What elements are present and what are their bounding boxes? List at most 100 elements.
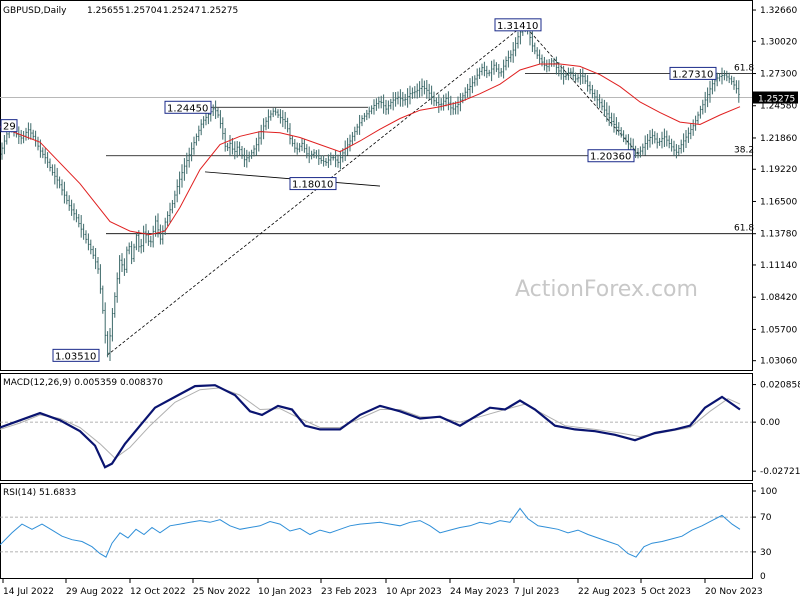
ohlc-bar bbox=[296, 142, 299, 155]
ohlc-bar bbox=[233, 141, 236, 160]
rsi-axis-label: 0 bbox=[760, 572, 766, 582]
ohlc-bar bbox=[353, 126, 356, 142]
price-callout-label: 29 bbox=[3, 122, 16, 133]
ohlc-bar bbox=[466, 83, 469, 98]
rsi-axis-label: 30 bbox=[760, 548, 772, 558]
ohlc-bar bbox=[572, 67, 575, 81]
ohlc-bar bbox=[574, 72, 577, 82]
price-callout-label: 1.24450 bbox=[167, 103, 208, 114]
ohlc-bar bbox=[430, 85, 433, 105]
price-callout-box bbox=[289, 177, 337, 191]
ohlc-bar bbox=[41, 147, 44, 159]
ohlc-bar bbox=[5, 130, 8, 145]
rsi-layer bbox=[0, 507, 752, 558]
time-axis-label: 23 Feb 2023 bbox=[321, 587, 377, 597]
ohlc-bar bbox=[433, 91, 435, 107]
ohlc-bar bbox=[118, 255, 121, 284]
ohlc-bar bbox=[349, 134, 351, 152]
ohlc-bar bbox=[236, 141, 239, 158]
ohlc-bar bbox=[721, 67, 723, 85]
ohlc-bar bbox=[389, 98, 392, 110]
price-callout-box bbox=[52, 348, 100, 362]
ohlc-bar bbox=[365, 109, 368, 121]
ohlc-bar bbox=[325, 157, 327, 166]
ohlc-bar bbox=[320, 155, 323, 164]
ohlc-bar bbox=[718, 73, 721, 82]
ohlc-bar bbox=[533, 42, 536, 55]
ohlc-bar bbox=[109, 328, 111, 361]
ohlc-bar bbox=[286, 117, 289, 133]
price-axis-label: 1.05700 bbox=[760, 325, 797, 335]
ohlc-bar bbox=[315, 150, 318, 159]
time-axis-label: 10 Jan 2023 bbox=[258, 587, 312, 597]
ohlc-bar bbox=[334, 150, 337, 168]
ohlc-bar bbox=[219, 110, 222, 129]
ohlc-bar bbox=[598, 94, 601, 109]
ohlc-bar bbox=[649, 130, 651, 148]
ohlc-bar bbox=[728, 72, 731, 84]
ohlc-bar bbox=[29, 123, 32, 140]
current-price-tag bbox=[753, 91, 798, 104]
price-bars bbox=[1, 21, 740, 361]
time-axis-label: 29 Aug 2022 bbox=[66, 587, 124, 597]
ohlc-bar bbox=[1, 142, 3, 160]
ohlc-bar bbox=[293, 138, 296, 153]
ohlc-bar bbox=[538, 49, 541, 65]
ohlc-bar bbox=[711, 78, 714, 95]
ohlc-bar bbox=[229, 134, 231, 157]
price-callout-label: 1.18010 bbox=[292, 180, 333, 191]
ohlc-bar bbox=[317, 149, 320, 165]
ohlc-bar bbox=[706, 87, 709, 108]
ohlc-bar bbox=[385, 99, 387, 115]
ohlc-bar bbox=[416, 83, 419, 99]
ohlc-bar bbox=[502, 59, 505, 79]
ohlc-bar bbox=[238, 141, 241, 156]
ohlc-readout: 1.25655 1.25704 1.25247 1.25275 bbox=[87, 6, 238, 16]
ohlc-bar bbox=[447, 91, 450, 111]
ohlc-bar bbox=[562, 65, 565, 85]
fib-label: 38.2 bbox=[734, 146, 754, 156]
ohlc-bar bbox=[63, 181, 66, 204]
ohlc-bar bbox=[733, 76, 735, 90]
ohlc-bar bbox=[409, 85, 411, 105]
ohlc-bar bbox=[188, 147, 191, 168]
ohlc-bar bbox=[267, 109, 270, 129]
price-axis-label: 1.16500 bbox=[760, 197, 797, 207]
ohlc-bar bbox=[20, 129, 23, 145]
ohlc-bar bbox=[159, 224, 162, 245]
ohlc-bar bbox=[589, 81, 591, 95]
ohlc-bar bbox=[332, 154, 335, 161]
ohlc-bar bbox=[677, 144, 680, 156]
ohlc-bar bbox=[413, 86, 416, 99]
ohlc-bar bbox=[181, 164, 183, 188]
ohlc-bar bbox=[500, 67, 503, 77]
ohlc-bar bbox=[44, 148, 47, 164]
ohlc-bar bbox=[281, 110, 284, 128]
ohlc-bar bbox=[27, 122, 30, 140]
ohlc-bar bbox=[505, 56, 507, 71]
macd-title: MACD(12,26,9) 0.005359 0.008370 bbox=[3, 378, 163, 388]
rsi-panel-frame bbox=[0, 483, 753, 579]
ohlc-bar bbox=[298, 143, 301, 153]
rsi-axis-label: 100 bbox=[760, 487, 777, 497]
ohlc-bar bbox=[617, 122, 620, 136]
rsi-axis-label: 70 bbox=[760, 513, 772, 523]
ohlc-bar bbox=[488, 69, 491, 77]
ohlc-bar bbox=[152, 225, 155, 248]
ohlc-bar bbox=[82, 223, 85, 240]
price-callout-box bbox=[669, 66, 717, 80]
ohlc-bar bbox=[512, 42, 515, 63]
ohlc-bar bbox=[730, 75, 733, 85]
ohlc-bar bbox=[89, 239, 92, 255]
ohlc-bar bbox=[92, 245, 95, 259]
macd-layer bbox=[0, 384, 752, 469]
ohlc-bar bbox=[615, 117, 618, 135]
ohlc-bar bbox=[397, 91, 399, 105]
ohlc-bar bbox=[565, 71, 567, 81]
ohlc-bar bbox=[265, 117, 267, 131]
ohlc-bar bbox=[363, 112, 366, 122]
ohlc-bar bbox=[735, 80, 738, 94]
ohlc-bar bbox=[147, 230, 150, 246]
price-axis-label: 1.03060 bbox=[760, 357, 797, 367]
ohlc-bar bbox=[113, 292, 116, 318]
